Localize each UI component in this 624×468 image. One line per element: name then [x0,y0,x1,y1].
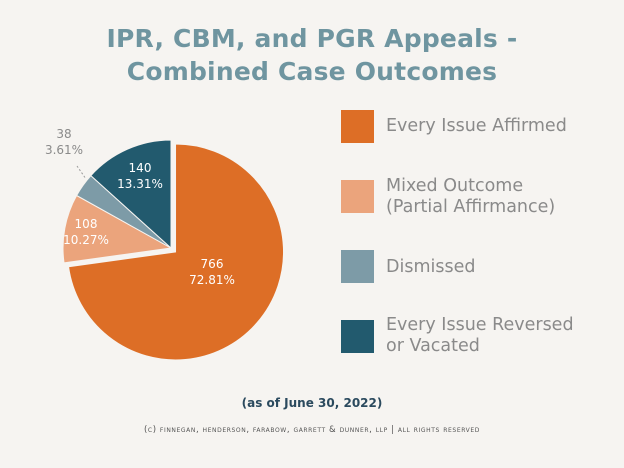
legend-label-dismissed-line-1: Dismissed [386,257,476,277]
data-label-mixed-count: 108 [75,217,98,231]
chart-title-line-1: IPR, CBM, and PGR Appeals - [106,24,518,53]
pie-slice-affirmed [67,143,285,361]
legend-label-mixed: Mixed Outcome (Partial Affirmance) [386,176,618,218]
data-label-reversed-percent: 13.31% [117,177,163,191]
legend-label-reversed-line-1: Every Issue Reversed [386,315,574,335]
legend-swatch-affirmed [341,110,374,143]
data-label-mixed-percent: 10.27% [63,233,109,247]
legend-label-affirmed-line-1: Every Issue Affirmed [386,116,567,136]
legend-label-reversed-line-2: or Vacated [386,336,480,356]
chart-title-line-2: Combined Case Outcomes [126,57,498,86]
data-label-dismissed-percent: 3.61% [45,143,83,157]
data-label-affirmed-percent: 72.81% [189,273,235,287]
legend-label-affirmed: Every Issue Affirmed [386,116,618,137]
legend-label-mixed-line-2: (Partial Affirmance) [386,197,556,217]
legend-label-dismissed: Dismissed [386,257,618,278]
data-label-affirmed-count: 766 [201,257,224,271]
data-label-reversed-count: 140 [129,161,152,175]
leader-line-dismissed [76,165,87,180]
legend-swatch-mixed [341,180,374,213]
as-of-date-note: (as of June 30, 2022) [241,396,383,410]
data-label-dismissed-count: 38 [56,127,71,141]
legend-swatch-reversed [341,320,374,353]
legend-label-reversed: Every Issue Reversed or Vacated [386,315,618,357]
legend-label-mixed-line-1: Mixed Outcome [386,176,524,196]
pie-slice-mixed [62,194,173,264]
pie-slice-reversed [90,139,172,250]
legend-swatch-dismissed [341,250,374,283]
copyright-notice: (c) finnegan, henderson, farabow, garret… [143,425,480,435]
